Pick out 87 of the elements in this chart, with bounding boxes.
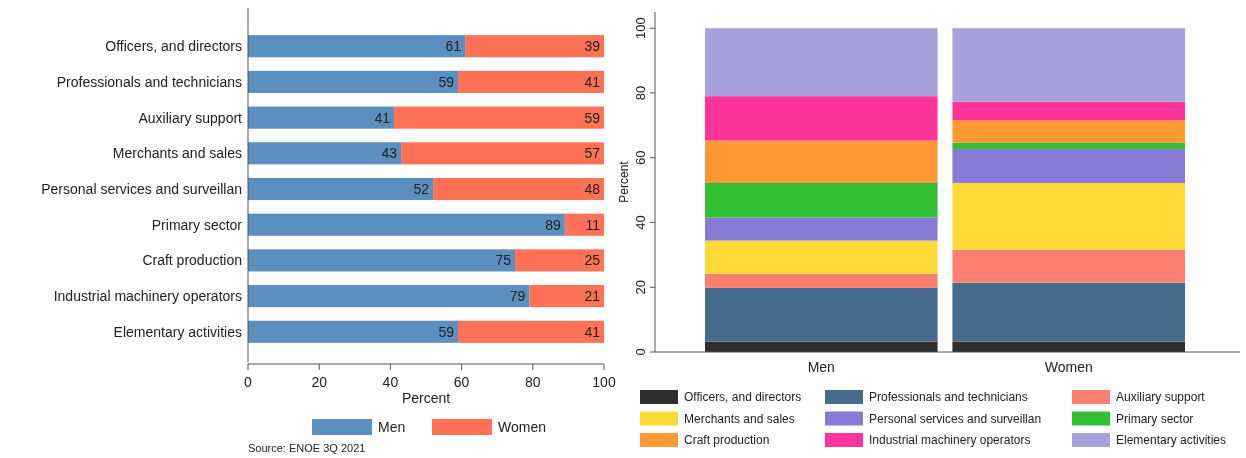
bar bbox=[952, 249, 1185, 283]
bar bbox=[564, 213, 604, 236]
y-tick-label: Auxiliary support bbox=[138, 109, 243, 126]
bar bbox=[248, 213, 565, 236]
bar bbox=[248, 106, 394, 129]
y-tick-label: Craft production bbox=[142, 252, 242, 269]
bar bbox=[705, 217, 938, 241]
bar bbox=[393, 106, 604, 129]
data-label: 21 bbox=[584, 288, 601, 304]
x-axis-title: Percent bbox=[401, 390, 451, 406]
y-axis-title: Percent bbox=[617, 160, 631, 203]
y-tick-label: 60 bbox=[633, 150, 648, 165]
bar bbox=[952, 142, 1185, 149]
data-label: 59 bbox=[438, 323, 455, 340]
bar bbox=[248, 35, 466, 58]
legend-label: Men bbox=[378, 418, 406, 435]
y-tick-label: Officers, and directors bbox=[105, 38, 242, 55]
bar bbox=[705, 287, 938, 342]
data-label: 11 bbox=[585, 216, 601, 233]
data-label: 89 bbox=[545, 216, 562, 233]
bar bbox=[705, 182, 938, 218]
data-label: 59 bbox=[438, 73, 455, 90]
legend-label: Craft production bbox=[684, 433, 770, 448]
y-tick-label: 100 bbox=[633, 17, 648, 40]
x-tick-label: 0 bbox=[244, 374, 253, 390]
bar bbox=[401, 142, 604, 165]
bar bbox=[458, 320, 604, 343]
bar bbox=[433, 177, 604, 201]
bar bbox=[952, 182, 1185, 250]
bar bbox=[458, 70, 604, 93]
data-label: 39 bbox=[584, 38, 601, 55]
bar bbox=[952, 101, 1185, 121]
bar bbox=[248, 142, 402, 165]
legend-label: Elementary activities bbox=[1116, 433, 1227, 448]
legend-label: Industrial machinery operators bbox=[869, 433, 1031, 448]
x-tick-label: 40 bbox=[382, 374, 399, 390]
data-label: 75 bbox=[495, 252, 512, 269]
bar bbox=[705, 273, 938, 288]
legend-label: Merchants and sales bbox=[684, 411, 795, 426]
y-tick-label: Personal services and surveillan bbox=[41, 180, 242, 197]
data-label: 48 bbox=[584, 180, 601, 197]
y-tick-label: Industrial machinery operators bbox=[53, 288, 242, 304]
legend-label: Primary sector bbox=[1116, 411, 1194, 426]
bar bbox=[248, 70, 459, 93]
bar bbox=[529, 285, 604, 308]
bar bbox=[465, 35, 604, 58]
legend-label: Personal services and surveillan bbox=[869, 411, 1042, 426]
y-tick-label: 20 bbox=[633, 280, 648, 295]
legend-label: Women bbox=[498, 418, 546, 435]
bar bbox=[952, 148, 1185, 183]
bar bbox=[248, 249, 515, 272]
y-tick-label: Professionals and technicians bbox=[56, 73, 242, 90]
x-tick-label: 80 bbox=[525, 374, 541, 390]
data-label: 25 bbox=[584, 252, 601, 269]
legend-label: Auxiliary support bbox=[1116, 390, 1206, 405]
data-label: 43 bbox=[381, 145, 398, 162]
bar bbox=[952, 120, 1185, 143]
data-label: 61 bbox=[445, 38, 462, 55]
data-label: 41 bbox=[584, 323, 601, 340]
bar bbox=[248, 320, 459, 343]
bar bbox=[248, 177, 434, 201]
y-tick-label: 80 bbox=[633, 85, 648, 101]
bar bbox=[515, 249, 604, 272]
bar bbox=[705, 28, 938, 97]
x-tick-label: 100 bbox=[592, 374, 616, 390]
data-label: 41 bbox=[374, 109, 391, 126]
y-tick-label: Elementary activities bbox=[113, 323, 242, 340]
bar bbox=[248, 285, 530, 308]
bar bbox=[705, 96, 938, 141]
data-label: 57 bbox=[584, 145, 601, 162]
data-label: 79 bbox=[509, 288, 526, 304]
data-label: 41 bbox=[584, 73, 601, 90]
legend-label: Officers, and directors bbox=[684, 390, 802, 405]
x-tick-label: 60 bbox=[453, 374, 470, 390]
bar bbox=[952, 282, 1185, 342]
x-tick-label: 20 bbox=[311, 374, 328, 390]
y-tick-label: Primary sector bbox=[151, 216, 243, 233]
source-note: Source: ENOE 3Q 2021 bbox=[248, 442, 366, 454]
data-label: 52 bbox=[413, 180, 430, 197]
legend-label: Professionals and technicians bbox=[869, 390, 1028, 405]
y-tick-label: Merchants and sales bbox=[112, 145, 242, 162]
data-label: 59 bbox=[584, 109, 601, 126]
y-tick-label: 40 bbox=[633, 215, 648, 230]
bar bbox=[705, 240, 938, 274]
y-tick-label: 0 bbox=[633, 348, 648, 356]
bar bbox=[952, 28, 1185, 102]
bar bbox=[705, 140, 938, 183]
